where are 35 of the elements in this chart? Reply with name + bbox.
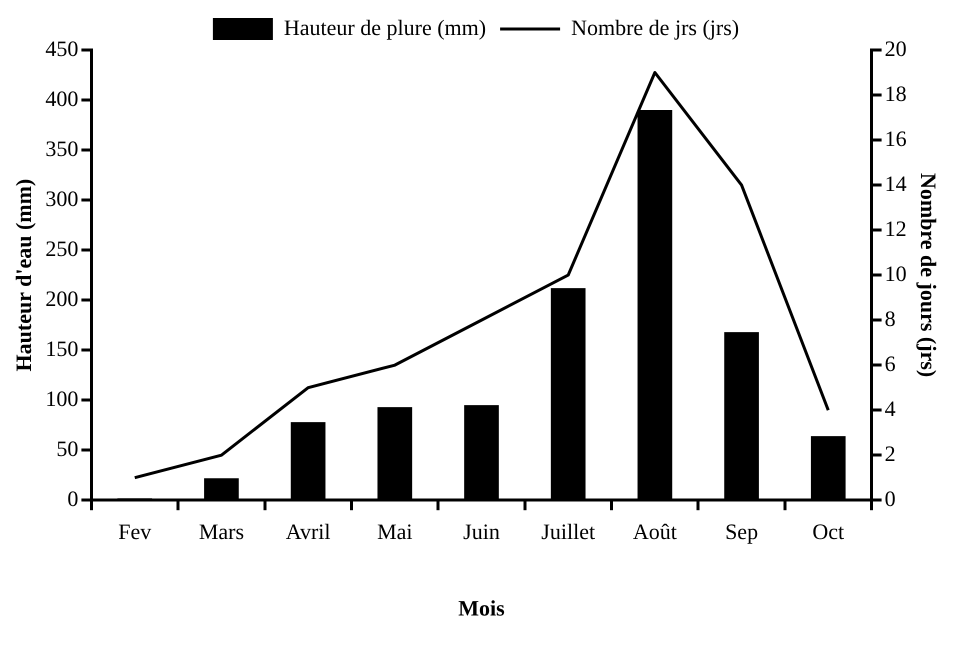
x-tick-label: Juin xyxy=(463,519,500,544)
y-tick-label: 50 xyxy=(56,436,78,461)
legend-label: Hauteur de plure (mm) xyxy=(284,14,486,40)
y2-tick-label: 10 xyxy=(884,260,907,286)
y-tick-label: 150 xyxy=(45,336,78,361)
x-tick-label: Août xyxy=(632,519,677,544)
x-tick-label: Avril xyxy=(286,519,331,544)
y-tick-label: 300 xyxy=(45,186,78,211)
y2-tick-label: 14 xyxy=(884,170,907,196)
y-tick-label: 200 xyxy=(45,286,78,311)
y-tick-label: 0 xyxy=(67,486,78,511)
y2-tick-label: 16 xyxy=(884,126,907,151)
y-tick-label: 250 xyxy=(45,236,78,261)
x-tick-label: Mars xyxy=(198,519,244,544)
legend-label: Nombre de jrs (jrs) xyxy=(571,14,740,40)
x-tick-label: Sep xyxy=(725,519,758,544)
y-tick-label: 100 xyxy=(45,386,78,411)
y-axis-title: Hauteur d'eau (mm) xyxy=(10,178,36,372)
y2-tick-label: 6 xyxy=(884,350,896,376)
y-tick-label: 350 xyxy=(45,136,78,161)
y2-tick-label: 4 xyxy=(884,396,896,421)
y2-tick-label: 20 xyxy=(884,36,907,61)
y-tick-label: 450 xyxy=(45,36,78,61)
x-axis-title: Mois xyxy=(458,595,506,620)
y2-tick-label: 12 xyxy=(884,216,907,241)
x-tick-label: Oct xyxy=(812,519,844,544)
x-tick-label: Juillet xyxy=(541,519,596,544)
y2-tick-label: 8 xyxy=(884,306,896,331)
y2-tick-label: 0 xyxy=(884,486,896,511)
y-tick-label: 400 xyxy=(45,86,78,111)
x-tick-label: Mai xyxy=(377,519,413,544)
x-tick-label: Fev xyxy=(118,519,152,544)
y2-axis-title: Nombre de jours (jrs) xyxy=(916,172,942,378)
y2-tick-label: 18 xyxy=(884,80,907,106)
y2-tick-label: 2 xyxy=(884,440,896,466)
